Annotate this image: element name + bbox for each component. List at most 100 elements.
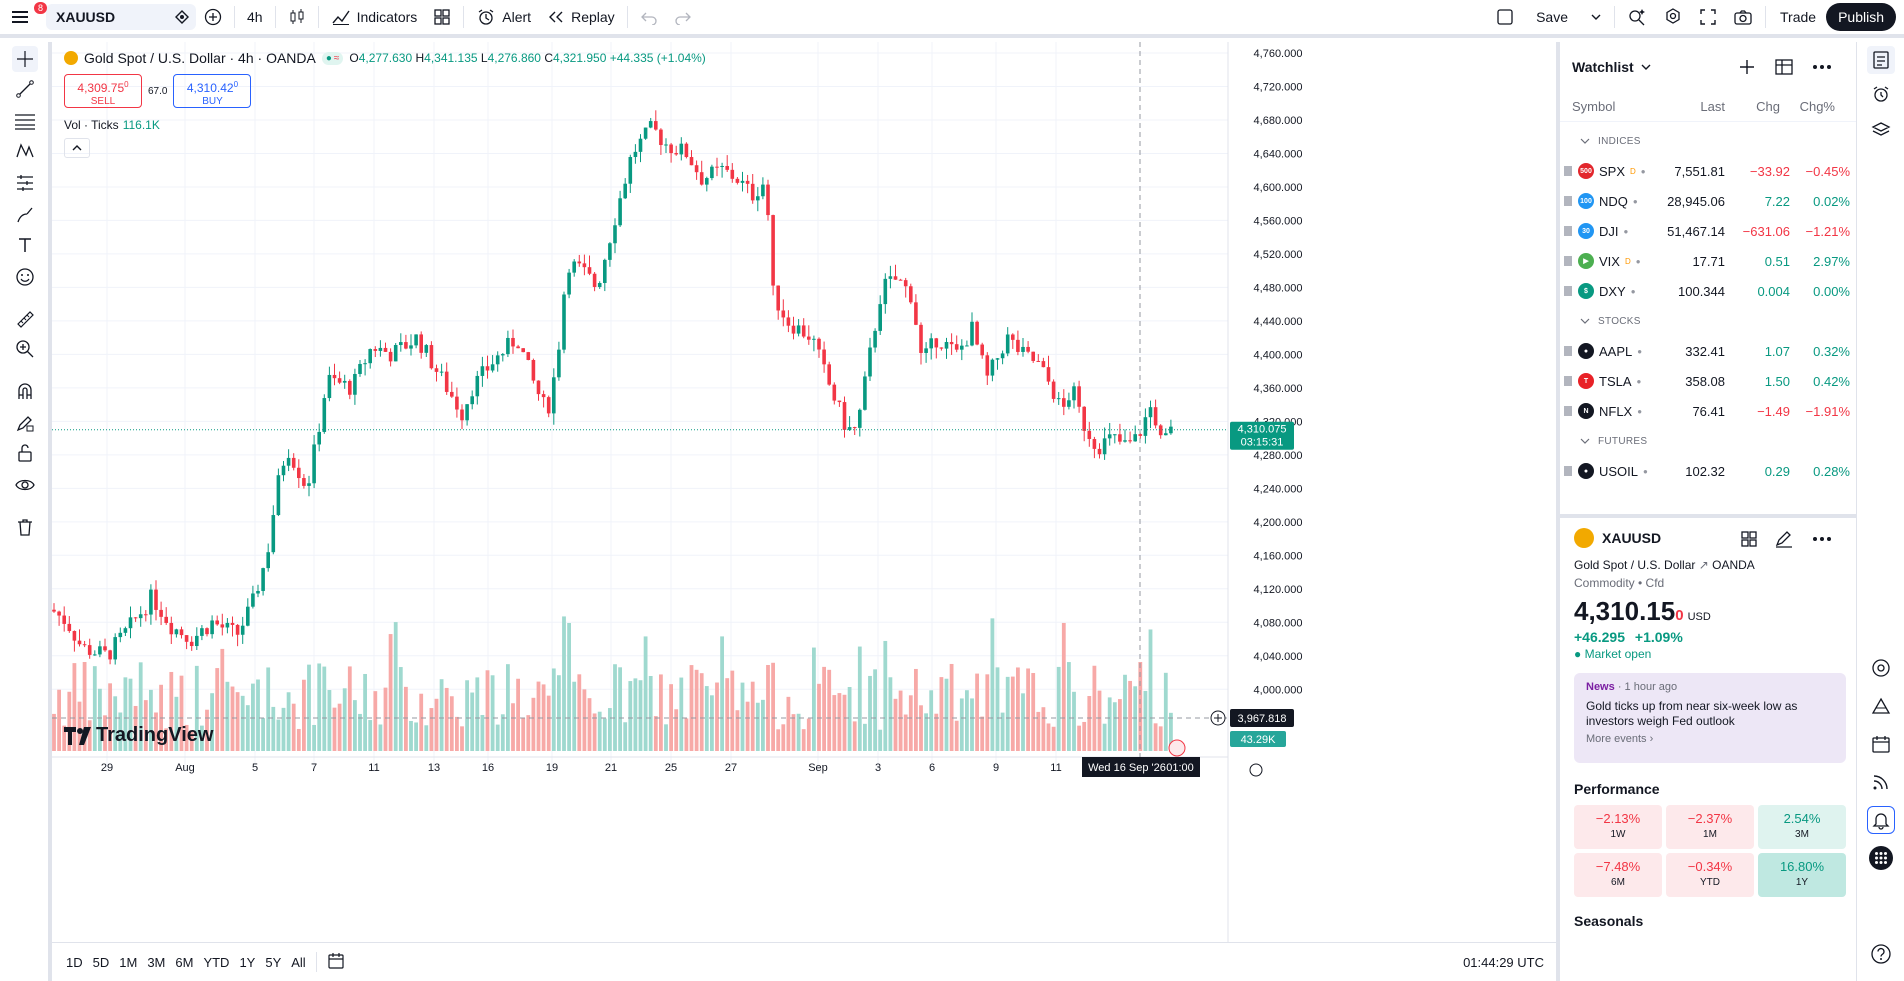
candle-body[interactable] — [302, 478, 306, 486]
volume-bar[interactable] — [225, 681, 230, 751]
candle-body[interactable] — [960, 345, 964, 350]
volume-bar[interactable] — [842, 694, 847, 751]
volume-bar[interactable] — [470, 692, 475, 751]
volume-bar[interactable] — [1138, 662, 1143, 751]
candle-body[interactable] — [72, 631, 77, 641]
candle-body[interactable] — [342, 380, 347, 383]
candle-body[interactable] — [322, 398, 327, 432]
candle-body[interactable] — [694, 165, 699, 173]
volume-bar[interactable] — [878, 729, 883, 751]
volume-bar[interactable] — [52, 713, 56, 751]
volume-bar[interactable] — [194, 665, 199, 751]
candle-body[interactable] — [929, 338, 933, 349]
candle-body[interactable] — [924, 348, 928, 353]
candle-body[interactable] — [679, 143, 684, 155]
candle-body[interactable] — [419, 334, 423, 353]
candle-body[interactable] — [133, 617, 138, 619]
volume-bar[interactable] — [312, 724, 316, 751]
candle-body[interactable] — [189, 641, 194, 647]
candle-body[interactable] — [450, 391, 454, 397]
candle-body[interactable] — [705, 178, 709, 185]
candle-body[interactable] — [414, 334, 418, 346]
watchlist-row[interactable]: 100 NDQ ● 28,945.06 7.22 0.02% — [1560, 186, 1856, 216]
volume-bar[interactable] — [57, 689, 61, 751]
candle-body[interactable] — [965, 345, 969, 347]
candle-body[interactable] — [210, 620, 214, 635]
volume-bar[interactable] — [888, 677, 893, 751]
candle-body[interactable] — [909, 286, 913, 303]
candle-body[interactable] — [220, 624, 225, 628]
volume-bar[interactable] — [567, 622, 571, 751]
volume-bar[interactable] — [791, 714, 796, 751]
volume-bar[interactable] — [67, 691, 72, 751]
candle-body[interactable] — [1056, 398, 1061, 400]
candle-body[interactable] — [1123, 440, 1127, 442]
candle-body[interactable] — [184, 635, 189, 642]
sell-button[interactable]: 4,309.750 SELL — [64, 74, 142, 108]
candle-body[interactable] — [1107, 434, 1112, 439]
candle-body[interactable] — [868, 347, 872, 377]
volume-bar[interactable] — [363, 673, 367, 751]
volume-bar[interactable] — [511, 703, 515, 751]
candle-body[interactable] — [195, 635, 199, 647]
watchlist-row[interactable]: T TSLA ● 358.08 1.50 0.42% — [1560, 366, 1856, 396]
layouts-button[interactable] — [425, 0, 459, 34]
volume-bar[interactable] — [189, 730, 194, 751]
volume-bar[interactable] — [424, 725, 429, 751]
candle-body[interactable] — [200, 628, 204, 636]
volume-bar[interactable] — [995, 667, 1000, 751]
candle-body[interactable] — [1067, 400, 1071, 407]
volume-bar[interactable] — [449, 696, 454, 751]
candle-body[interactable] — [985, 355, 990, 376]
candle-body[interactable] — [847, 427, 852, 430]
candle-body[interactable] — [470, 396, 474, 405]
volume-bar[interactable] — [404, 686, 408, 751]
candle-body[interactable] — [1036, 360, 1041, 362]
candle-body[interactable] — [281, 465, 286, 476]
volume-bar[interactable] — [251, 683, 255, 751]
save-dropdown[interactable] — [1582, 0, 1610, 34]
remove-tool[interactable] — [12, 514, 38, 540]
news-card[interactable]: News · 1 hour ago Gold ticks up from nea… — [1574, 673, 1846, 763]
volume-bar[interactable] — [694, 669, 699, 751]
watchlist-section[interactable]: INDICES — [1560, 126, 1856, 156]
volume-bar[interactable] — [847, 687, 852, 751]
candle-body[interactable] — [572, 261, 576, 273]
volume-bar[interactable] — [786, 696, 791, 751]
candle-body[interactable] — [852, 427, 857, 429]
candle-body[interactable] — [541, 394, 546, 398]
candle-body[interactable] — [710, 166, 714, 179]
volume-bar[interactable] — [123, 677, 128, 751]
candle-body[interactable] — [623, 183, 627, 199]
candle-body[interactable] — [404, 342, 408, 349]
interval-button[interactable]: 4h — [247, 9, 263, 25]
volume-bar[interactable] — [347, 666, 352, 751]
candle-body[interactable] — [863, 376, 867, 410]
volume-bar[interactable] — [806, 718, 811, 751]
candle-body[interactable] — [552, 377, 556, 414]
volume-bar[interactable] — [460, 726, 464, 751]
volume-bar[interactable] — [266, 667, 271, 751]
more-icon[interactable] — [1812, 536, 1832, 542]
more-events-link[interactable]: More events › — [1586, 733, 1654, 745]
candle-body[interactable] — [271, 515, 276, 553]
volume-bar[interactable] — [291, 703, 296, 751]
candle-body[interactable] — [297, 467, 301, 479]
candle-body[interactable] — [1087, 430, 1092, 440]
volume-bar[interactable] — [740, 682, 745, 751]
col-symbol[interactable]: Symbol — [1572, 99, 1616, 114]
layers-tab[interactable] — [1867, 116, 1895, 144]
col-last[interactable]: Last — [1700, 99, 1725, 114]
volume-bar[interactable] — [409, 720, 413, 751]
candle-body[interactable] — [291, 457, 296, 468]
volume-bar[interactable] — [587, 698, 592, 751]
candle-body[interactable] — [144, 614, 148, 616]
candle-body[interactable] — [934, 338, 939, 348]
volume-bar[interactable] — [572, 681, 577, 751]
volume-bar[interactable] — [327, 690, 332, 751]
candle-body[interactable] — [215, 620, 219, 625]
more-icon[interactable] — [1812, 64, 1832, 70]
volume-bar[interactable] — [174, 696, 179, 751]
screener-tab[interactable] — [1867, 692, 1895, 720]
volume-bar[interactable] — [526, 715, 531, 751]
